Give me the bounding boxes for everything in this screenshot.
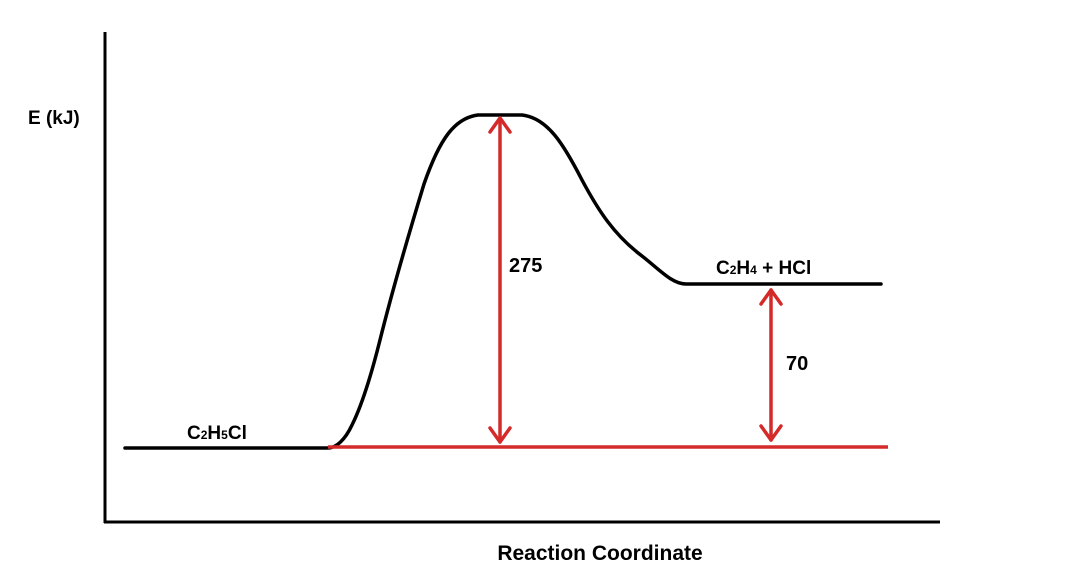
formula-text: H (207, 423, 221, 444)
reaction-energy-label: 70 (786, 353, 808, 375)
reactant-label: C2H5Cl (187, 423, 247, 444)
energy-curve (123, 113, 883, 450)
formula-text: C (716, 258, 730, 279)
formula-subscript: 4 (750, 263, 757, 277)
formula-text: H (736, 258, 750, 279)
x-axis-label: Reaction Coordinate (497, 542, 702, 565)
formula-text: Cl (228, 423, 247, 444)
reaction-energy-arrow (759, 288, 783, 442)
activation-energy-arrow (488, 116, 512, 444)
formula-subscript: 5 (221, 428, 228, 442)
formula-text: + HCl (757, 258, 811, 279)
y-axis-label: E (kJ) (28, 108, 80, 129)
formula-text: C (187, 423, 201, 444)
activation-energy-label: 275 (509, 255, 542, 277)
formula-subscript: 2 (201, 428, 208, 442)
product-label: C2H4 + HCl (716, 258, 811, 279)
formula-subscript: 2 (730, 263, 737, 277)
